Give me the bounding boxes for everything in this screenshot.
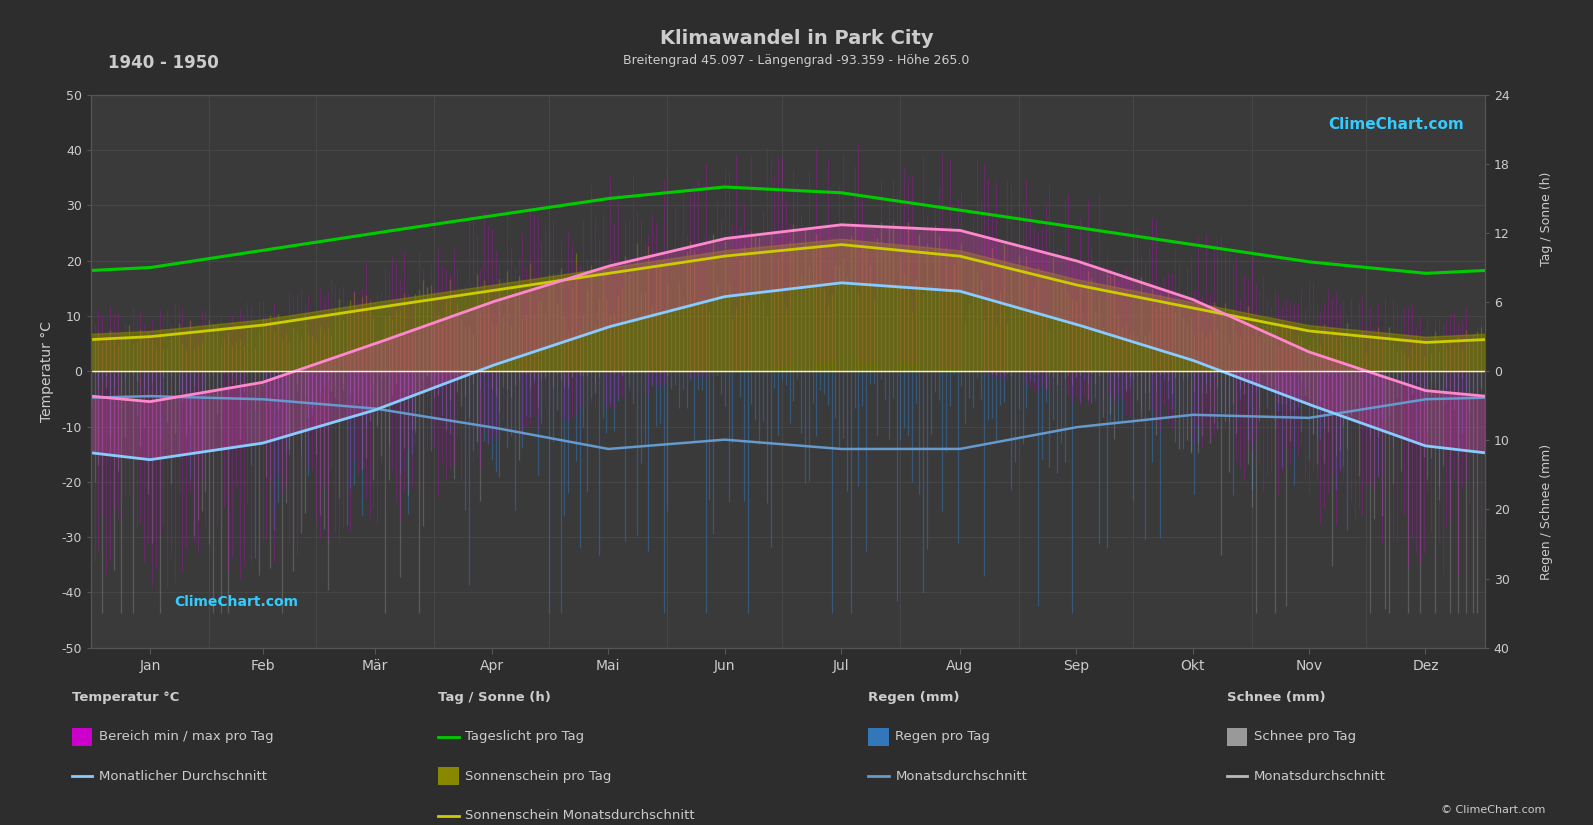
Text: ClimeChart.com: ClimeChart.com: [1329, 117, 1464, 132]
Text: Schnee pro Tag: Schnee pro Tag: [1254, 730, 1356, 743]
Text: Monatlicher Durchschnitt: Monatlicher Durchschnitt: [99, 770, 266, 783]
Text: Tag / Sonne (h): Tag / Sonne (h): [1540, 172, 1553, 266]
Text: Monatsdurchschnitt: Monatsdurchschnitt: [895, 770, 1027, 783]
Text: Klimawandel in Park City: Klimawandel in Park City: [660, 29, 933, 48]
Text: © ClimeChart.com: © ClimeChart.com: [1440, 805, 1545, 815]
Text: Schnee (mm): Schnee (mm): [1227, 691, 1325, 704]
Text: Regen pro Tag: Regen pro Tag: [895, 730, 991, 743]
Text: Temperatur °C: Temperatur °C: [72, 691, 178, 704]
Text: Breitengrad 45.097 - Längengrad -93.359 - Höhe 265.0: Breitengrad 45.097 - Längengrad -93.359 …: [623, 54, 970, 67]
Text: Tageslicht pro Tag: Tageslicht pro Tag: [465, 730, 585, 743]
Y-axis label: Temperatur °C: Temperatur °C: [40, 321, 54, 422]
Text: ClimeChart.com: ClimeChart.com: [175, 595, 298, 609]
Text: Sonnenschein Monatsdurchschnitt: Sonnenschein Monatsdurchschnitt: [465, 809, 695, 823]
Text: Tag / Sonne (h): Tag / Sonne (h): [438, 691, 551, 704]
Text: Monatsdurchschnitt: Monatsdurchschnitt: [1254, 770, 1386, 783]
Text: Sonnenschein pro Tag: Sonnenschein pro Tag: [465, 770, 612, 783]
Text: Bereich min / max pro Tag: Bereich min / max pro Tag: [99, 730, 274, 743]
Text: Regen (mm): Regen (mm): [868, 691, 959, 704]
Text: 1940 - 1950: 1940 - 1950: [108, 54, 220, 72]
Text: Regen / Schnee (mm): Regen / Schnee (mm): [1540, 444, 1553, 579]
